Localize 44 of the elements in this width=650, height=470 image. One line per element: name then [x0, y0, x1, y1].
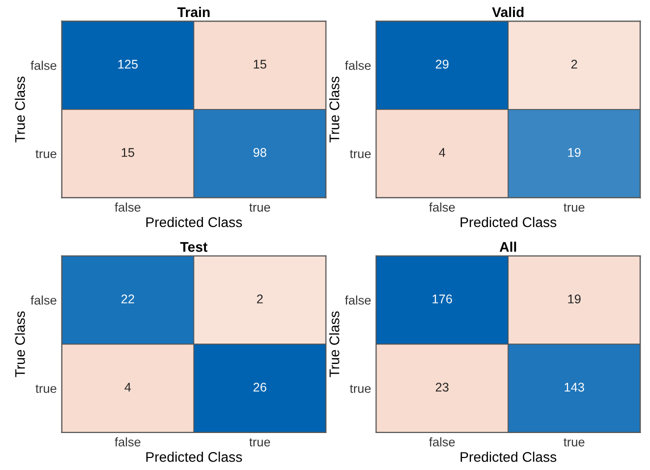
y-tick-label: true [36, 150, 56, 158]
data-label: 2 [571, 60, 578, 69]
y-tick-label: false [345, 60, 371, 70]
data-label: 4 [124, 382, 131, 392]
y-axis-title: True Class [329, 76, 340, 142]
x-tick-label: false [114, 202, 140, 212]
data-label: 176 [432, 294, 452, 304]
chart-title: Train [177, 6, 210, 18]
x-tick-label: true [249, 438, 270, 446]
y-tick-label: true [350, 384, 371, 393]
y-tick-label: false [345, 295, 371, 305]
data-label: 2 [257, 294, 263, 304]
y-tick-label: true [36, 384, 56, 393]
x-tick-label: true [564, 203, 584, 212]
x-axis-title: Predicted Class [460, 216, 556, 228]
data-label: 4 [438, 148, 446, 157]
x-axis-title: Predicted Class [460, 452, 556, 462]
x-tick-label: true [249, 203, 270, 212]
y-tick-label: false [30, 60, 56, 70]
y-tick-label: false [30, 295, 56, 305]
x-axis-title: Predicted Class [146, 216, 242, 228]
x-tick-label: false [114, 437, 140, 446]
data-label: 26 [254, 382, 266, 392]
data-label: 15 [122, 148, 134, 157]
data-label: 23 [436, 382, 449, 392]
y-tick-label: true [350, 150, 371, 158]
data-label: 15 [254, 60, 266, 69]
chart-title: Test [180, 242, 208, 252]
x-tick-label: false [429, 202, 455, 212]
data-label: 19 [568, 148, 581, 157]
data-label: 125 [118, 60, 138, 69]
data-label: 98 [254, 148, 266, 157]
data-label: 29 [436, 60, 448, 69]
y-axis-title: True Class [14, 76, 25, 142]
x-tick-label: false [429, 437, 455, 446]
y-axis-title: True Class [329, 311, 340, 378]
x-tick-label: true [564, 438, 584, 446]
chart-title: All [500, 242, 516, 252]
data-label: 19 [568, 294, 581, 304]
data-label: 143 [564, 382, 584, 392]
x-axis-title: Predicted Class [146, 452, 242, 462]
data-label: 22 [121, 294, 134, 304]
chart-title: Valid [492, 6, 524, 18]
y-axis-title: True Class [14, 311, 25, 378]
